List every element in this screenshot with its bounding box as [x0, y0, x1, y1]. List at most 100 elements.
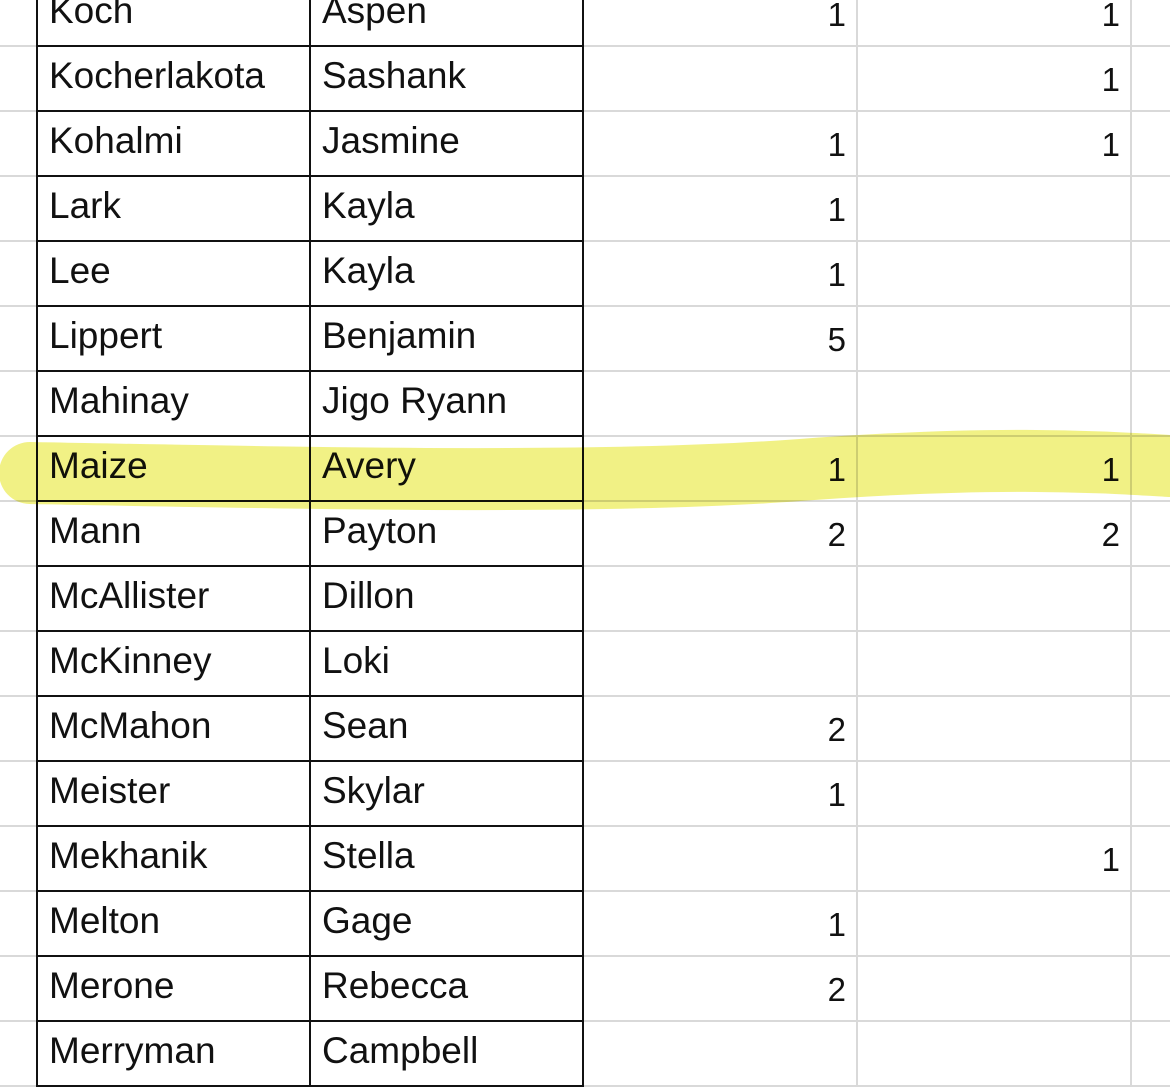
row-header-cell[interactable]	[0, 957, 38, 1022]
first-name-cell[interactable]: Sean	[309, 697, 584, 762]
empty-cell[interactable]	[1132, 177, 1170, 242]
count-cell-2[interactable]: 2	[858, 502, 1132, 567]
empty-cell[interactable]	[1132, 827, 1170, 892]
first-name-cell[interactable]: Gage	[309, 892, 584, 957]
count-cell-2[interactable]: 1	[858, 0, 1132, 47]
count-cell-2[interactable]	[858, 1022, 1132, 1087]
last-name-cell[interactable]: Lee	[36, 242, 311, 307]
count-cell-1[interactable]: 1	[584, 177, 858, 242]
count-cell-1[interactable]: 1	[584, 242, 858, 307]
empty-cell[interactable]	[1132, 1022, 1170, 1087]
empty-cell[interactable]	[1132, 567, 1170, 632]
count-cell-2[interactable]	[858, 307, 1132, 372]
row-header-cell[interactable]	[0, 1022, 38, 1087]
count-cell-2[interactable]	[858, 957, 1132, 1022]
last-name-cell[interactable]: Meister	[36, 762, 311, 827]
empty-cell[interactable]	[1132, 502, 1170, 567]
count-cell-1[interactable]: 1	[584, 762, 858, 827]
count-cell-2[interactable]: 1	[858, 827, 1132, 892]
empty-cell[interactable]	[1132, 632, 1170, 697]
row-header-cell[interactable]	[0, 632, 38, 697]
first-name-cell[interactable]: Kayla	[309, 242, 584, 307]
row-header-cell[interactable]	[0, 112, 38, 177]
row-header-cell[interactable]	[0, 697, 38, 762]
count-cell-2[interactable]	[858, 762, 1132, 827]
first-name-cell[interactable]: Aspen	[309, 0, 584, 47]
count-cell-1[interactable]	[584, 632, 858, 697]
row-header-cell[interactable]	[0, 0, 38, 47]
first-name-cell[interactable]: Jigo Ryann	[309, 372, 584, 437]
count-cell-1[interactable]: 2	[584, 957, 858, 1022]
first-name-cell[interactable]: Kayla	[309, 177, 584, 242]
count-cell-1[interactable]	[584, 47, 858, 112]
first-name-cell[interactable]: Sashank	[309, 47, 584, 112]
count-cell-2[interactable]	[858, 177, 1132, 242]
empty-cell[interactable]	[1132, 762, 1170, 827]
first-name-cell[interactable]: Skylar	[309, 762, 584, 827]
empty-cell[interactable]	[1132, 697, 1170, 762]
empty-cell[interactable]	[1132, 437, 1170, 502]
count-cell-2[interactable]	[858, 697, 1132, 762]
first-name-cell[interactable]: Payton	[309, 502, 584, 567]
last-name-cell[interactable]: Merryman	[36, 1022, 311, 1087]
count-cell-1[interactable]: 2	[584, 697, 858, 762]
last-name-cell[interactable]: Mahinay	[36, 372, 311, 437]
count-cell-2[interactable]	[858, 567, 1132, 632]
first-name-cell[interactable]: Avery	[309, 437, 584, 502]
empty-cell[interactable]	[1132, 892, 1170, 957]
row-header-cell[interactable]	[0, 47, 38, 112]
last-name-cell[interactable]: Koch	[36, 0, 311, 47]
count-cell-2[interactable]	[858, 372, 1132, 437]
first-name-cell[interactable]: Campbell	[309, 1022, 584, 1087]
row-header-cell[interactable]	[0, 567, 38, 632]
count-cell-2[interactable]: 1	[858, 47, 1132, 112]
row-header-cell[interactable]	[0, 242, 38, 307]
empty-cell[interactable]	[1132, 957, 1170, 1022]
row-header-cell[interactable]	[0, 827, 38, 892]
last-name-cell[interactable]: Merone	[36, 957, 311, 1022]
count-cell-2[interactable]	[858, 242, 1132, 307]
empty-cell[interactable]	[1132, 47, 1170, 112]
last-name-cell[interactable]: Melton	[36, 892, 311, 957]
first-name-cell[interactable]: Dillon	[309, 567, 584, 632]
row-header-cell[interactable]	[0, 502, 38, 567]
count-cell-1[interactable]: 2	[584, 502, 858, 567]
empty-cell[interactable]	[1132, 307, 1170, 372]
count-cell-1[interactable]: 1	[584, 892, 858, 957]
row-header-cell[interactable]	[0, 307, 38, 372]
count-cell-2[interactable]: 1	[858, 112, 1132, 177]
last-name-cell[interactable]: McMahon	[36, 697, 311, 762]
count-cell-1[interactable]	[584, 1022, 858, 1087]
first-name-cell[interactable]: Rebecca	[309, 957, 584, 1022]
first-name-cell[interactable]: Benjamin	[309, 307, 584, 372]
first-name-cell[interactable]: Loki	[309, 632, 584, 697]
row-header-cell[interactable]	[0, 437, 38, 502]
count-cell-1[interactable]: 1	[584, 0, 858, 47]
empty-cell[interactable]	[1132, 0, 1170, 47]
last-name-cell[interactable]: Mann	[36, 502, 311, 567]
last-name-cell[interactable]: Maize	[36, 437, 311, 502]
count-cell-2[interactable]	[858, 632, 1132, 697]
count-cell-1[interactable]	[584, 372, 858, 437]
empty-cell[interactable]	[1132, 112, 1170, 177]
empty-cell[interactable]	[1132, 372, 1170, 437]
last-name-cell[interactable]: Mekhanik	[36, 827, 311, 892]
row-header-cell[interactable]	[0, 372, 38, 437]
last-name-cell[interactable]: McKinney	[36, 632, 311, 697]
row-header-cell[interactable]	[0, 177, 38, 242]
first-name-cell[interactable]: Jasmine	[309, 112, 584, 177]
first-name-cell[interactable]: Stella	[309, 827, 584, 892]
row-header-cell[interactable]	[0, 892, 38, 957]
last-name-cell[interactable]: Lippert	[36, 307, 311, 372]
last-name-cell[interactable]: Kocherlakota	[36, 47, 311, 112]
count-cell-2[interactable]	[858, 892, 1132, 957]
empty-cell[interactable]	[1132, 242, 1170, 307]
last-name-cell[interactable]: McAllister	[36, 567, 311, 632]
count-cell-1[interactable]: 5	[584, 307, 858, 372]
count-cell-1[interactable]	[584, 827, 858, 892]
count-cell-1[interactable]: 1	[584, 112, 858, 177]
count-cell-2[interactable]: 1	[858, 437, 1132, 502]
last-name-cell[interactable]: Lark	[36, 177, 311, 242]
row-header-cell[interactable]	[0, 762, 38, 827]
count-cell-1[interactable]	[584, 567, 858, 632]
